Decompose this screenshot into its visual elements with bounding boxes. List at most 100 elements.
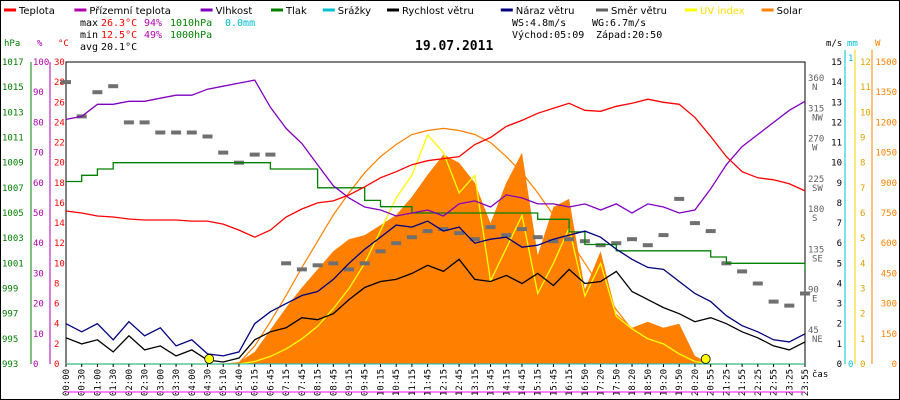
uv-tick: 12 [860, 58, 871, 68]
wind-dir-mark [186, 130, 197, 135]
x-tick-label: 00:00 [62, 369, 72, 396]
hpa-tick: 993 [2, 360, 18, 370]
wind-dir-mark [595, 243, 606, 248]
x-ticks: 00:00 00:30 01:00 01:30 02:00 02:30 03:00 03:30… [62, 364, 811, 396]
stat-max-temp: 26.3°C [101, 18, 137, 29]
wind-dir-mark [406, 235, 417, 240]
dir-tick-deg: 180 [808, 205, 824, 215]
wind-dir-mark [202, 134, 213, 139]
x-tick-label: 06:15 [251, 369, 261, 396]
axis-unit-w: W [875, 39, 881, 49]
wind-dir-mark [611, 241, 622, 246]
wind-tick: 15 [831, 58, 842, 68]
degc-tick: 2 [54, 340, 59, 350]
stat-avg-label: avg [80, 42, 98, 53]
x-tick-label: 17:50 [612, 369, 622, 396]
stat-max-hum: 94% [144, 18, 162, 29]
temperature-line [65, 98, 806, 238]
x-tick-label: 22:25 [754, 369, 764, 396]
uv-tick: 1 [860, 335, 865, 345]
wind-dir-mark [375, 249, 386, 254]
wind-tick: 5 [837, 259, 842, 269]
wind-dir-mark [501, 233, 512, 238]
wind-dir-mark [438, 227, 449, 232]
x-tick-label: 17:20 [597, 369, 607, 396]
degc-tick: 16 [54, 199, 65, 209]
dir-tick-name: W [812, 144, 818, 154]
stat-min-hum: 49% [144, 30, 162, 41]
uv-tick: 9 [860, 134, 865, 144]
wind-dir-mark [92, 90, 103, 95]
solar-tick: 1350 [875, 88, 897, 98]
pct-tick: 40 [33, 239, 44, 249]
pct-tick: 80 [33, 118, 44, 128]
wind-dir-mark [108, 84, 119, 89]
x-tick-label: 09:15 [345, 369, 355, 396]
wind-dir-mark [642, 243, 653, 248]
wind-dir-mark [674, 196, 685, 201]
stat-ws: WS:4.8m/s [512, 18, 566, 29]
wind-dir-mark [296, 267, 307, 272]
hpa-tick: 1015 [2, 83, 24, 93]
wind-gust-line [65, 220, 806, 357]
hpa-tick: 999 [2, 285, 18, 295]
x-tick-label: 12:15 [439, 369, 449, 396]
dir-tick-name: N [812, 83, 817, 93]
uv-tick: 4 [860, 259, 865, 269]
dir-tick-name: S [812, 214, 817, 224]
hpa-tick: 1001 [2, 259, 24, 269]
x-tick-label: 22:55 [770, 369, 780, 396]
rain-tick: 0 [848, 360, 853, 370]
wind-dir-mark [328, 261, 339, 266]
hpa-tick: 1003 [2, 234, 24, 244]
degc-tick: 8 [54, 279, 59, 289]
dir-tick-name: SW [812, 184, 823, 194]
wind-dir-mark [171, 130, 182, 135]
hpa-tick: 1009 [2, 159, 24, 169]
stat-min-press: 1000hPa [170, 30, 212, 41]
uv-tick: 6 [860, 209, 865, 219]
wind-dir-mark [517, 227, 527, 232]
wind-tick: 3 [837, 300, 842, 310]
x-tick-label: 02:00 [125, 369, 135, 396]
x-tick-label: 07:45 [298, 369, 308, 396]
stat-avg-temp: 20.1°C [101, 42, 137, 53]
wind-dir-mark [752, 281, 763, 286]
hpa-tick: 1007 [2, 184, 24, 194]
dir-tick-name: SE [812, 254, 823, 264]
x-tick-label: 15:45 [549, 369, 559, 396]
plot-area [61, 79, 810, 365]
stat-min-temp: 12.5°C [101, 30, 137, 41]
legend-label-4: Srážky [338, 5, 371, 17]
x-tick-label: 12:45 [455, 369, 465, 396]
axes: 1017101510131011100910071005100310019999… [2, 50, 897, 370]
pct-tick: 0 [33, 360, 38, 370]
x-tick-label: 19:20 [659, 369, 669, 396]
stat-max-press: 1010hPa [170, 18, 212, 29]
stat-sunset: Západ:20:50 [596, 29, 662, 41]
solar-tick: 1050 [875, 149, 897, 159]
wind-dir-mark [454, 231, 465, 236]
wind-tick: 9 [837, 179, 842, 189]
wind-tick: 0 [837, 360, 842, 370]
x-tick-label: 08:15 [314, 369, 324, 396]
x-tick-label: 21:55 [738, 369, 748, 396]
legend-label-8: UV index [700, 6, 745, 17]
wind-dir-mark [800, 291, 810, 296]
legend-label-1: Přízemní teplota [89, 5, 171, 17]
x-tick-label: 16:15 [565, 369, 575, 396]
uv-tick: 11 [860, 83, 871, 93]
pct-tick: 100 [33, 58, 49, 68]
x-tick-label: 13:15 [471, 369, 481, 396]
x-tick-label: 11:45 [424, 369, 434, 396]
pct-tick: 60 [33, 179, 44, 189]
wind-dir-mark [627, 237, 637, 242]
solar-tick: 300 [881, 300, 897, 310]
dir-tick-deg: 90 [808, 286, 819, 296]
uv-tick: 10 [860, 108, 871, 118]
degc-tick: 26 [54, 98, 65, 108]
wind-dir-mark [485, 225, 496, 230]
x-tick-label: 03:30 [172, 369, 182, 396]
sunset-marker [700, 354, 711, 364]
x-axis-label: čas [812, 369, 828, 380]
